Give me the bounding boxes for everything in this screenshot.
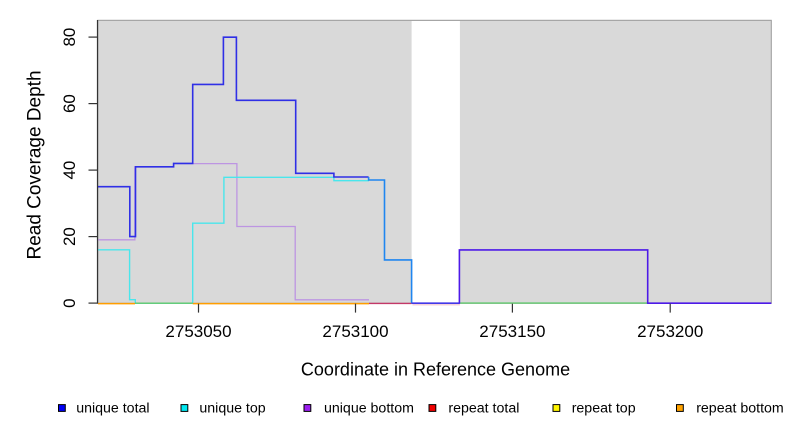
svg-text:unique top: unique top <box>199 401 265 417</box>
svg-text:repeat total: repeat total <box>448 401 519 417</box>
svg-text:unique total: unique total <box>76 401 149 417</box>
svg-text:2753050: 2753050 <box>165 322 231 341</box>
svg-text:repeat bottom: repeat bottom <box>696 401 784 417</box>
svg-text:60: 60 <box>60 94 79 113</box>
svg-text:repeat top: repeat top <box>572 401 636 417</box>
svg-text:0: 0 <box>60 298 79 307</box>
svg-text:2753200: 2753200 <box>637 322 703 341</box>
svg-text:2753100: 2753100 <box>322 322 388 341</box>
svg-text:unique bottom: unique bottom <box>324 401 414 417</box>
svg-text:20: 20 <box>60 227 79 246</box>
svg-text:40: 40 <box>60 161 79 180</box>
svg-text:80: 80 <box>60 28 79 47</box>
svg-text:Coordinate in Reference Genome: Coordinate in Reference Genome <box>301 360 570 380</box>
svg-text:2753150: 2753150 <box>479 322 545 341</box>
svg-text:Read Coverage Depth: Read Coverage Depth <box>25 70 46 259</box>
